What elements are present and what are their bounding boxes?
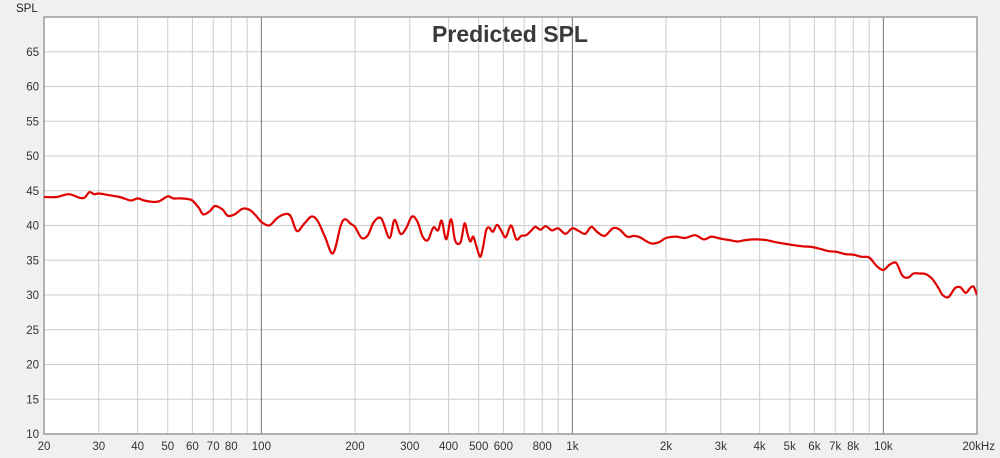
- x-tick-label: 70: [207, 441, 220, 453]
- y-tick-label: 35: [26, 255, 39, 267]
- x-tick-label: 8k: [847, 441, 859, 453]
- y-axis: 10 15 20 25 30 35 40 45 50 55 60 65: [26, 47, 39, 441]
- y-tick-label: 65: [26, 47, 39, 59]
- y-tick-label: 60: [26, 82, 39, 94]
- y-tick-label: 55: [26, 116, 39, 128]
- y-tick-label: 40: [26, 221, 39, 233]
- x-tick-label: 7k: [829, 441, 841, 453]
- x-tick-label: 60: [186, 441, 199, 453]
- x-tick-label: 4k: [754, 441, 766, 453]
- x-tick-label: 30: [92, 441, 105, 453]
- chart-title: Predicted SPL: [432, 21, 588, 47]
- x-tick-label: 100: [252, 441, 271, 453]
- x-tick-label: 20kHz: [962, 441, 995, 453]
- x-tick-label: 10k: [874, 441, 893, 453]
- y-tick-label: 20: [26, 360, 39, 372]
- y-axis-label: SPL: [16, 3, 38, 15]
- y-tick-label: 45: [26, 186, 39, 198]
- x-tick-label: 600: [494, 441, 513, 453]
- x-tick-label: 200: [345, 441, 364, 453]
- x-tick-label: 40: [131, 441, 144, 453]
- y-tick-label: 30: [26, 290, 39, 302]
- spl-series-line: [44, 190, 977, 299]
- y-tick-label: 25: [26, 325, 39, 337]
- x-tick-label: 6k: [808, 441, 820, 453]
- x-tick-label: 300: [400, 441, 419, 453]
- x-tick-label: 500: [469, 441, 488, 453]
- y-tick-label: 50: [26, 151, 39, 163]
- y-tick-label: 10: [26, 429, 39, 441]
- x-tick-label: 1k: [566, 441, 578, 453]
- x-tick-label: 80: [225, 441, 238, 453]
- x-tick-label: 400: [439, 441, 458, 453]
- plot-frame: [43, 16, 978, 435]
- x-tick-label: 20: [38, 441, 51, 453]
- grid: [44, 17, 977, 434]
- x-tick-label: 800: [533, 441, 552, 453]
- x-tick-label: 3k: [715, 441, 727, 453]
- x-axis: 20 30 40 50 60 70 80 100 200 300 400 500 600 800 1k 2k 3…: [38, 441, 996, 453]
- x-tick-label: 2k: [660, 441, 672, 453]
- x-tick-label: 5k: [784, 441, 796, 453]
- x-tick-label: 50: [161, 441, 174, 453]
- y-tick-label: 15: [26, 394, 39, 406]
